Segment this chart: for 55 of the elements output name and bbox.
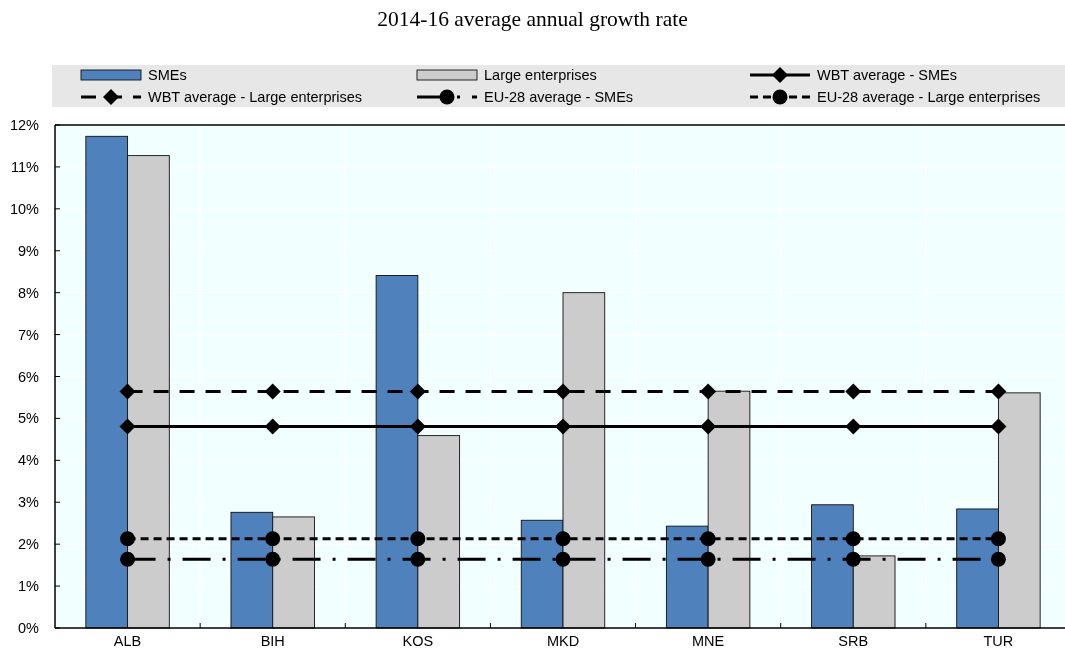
point <box>700 551 716 567</box>
x-tick-label: MKD <box>546 633 580 649</box>
y-tick-label: 3% <box>18 494 40 511</box>
point <box>990 531 1006 547</box>
point <box>265 551 281 567</box>
point <box>264 383 281 400</box>
y-tick-label: 10% <box>9 200 40 217</box>
point <box>265 531 281 547</box>
point <box>410 551 426 567</box>
y-tick-label: 1% <box>18 578 40 595</box>
y-tick-label: 12% <box>9 117 40 133</box>
point <box>845 551 861 567</box>
point <box>845 418 862 435</box>
point <box>555 551 571 567</box>
point <box>845 383 862 400</box>
point <box>700 383 717 400</box>
point <box>120 531 136 547</box>
point <box>990 551 1006 567</box>
legend-label: EU-28 average - Large enterprises <box>817 89 1041 105</box>
point <box>264 418 281 435</box>
point <box>120 551 136 567</box>
y-tick-label: 0% <box>18 620 40 636</box>
point <box>700 418 717 435</box>
point <box>555 418 571 435</box>
point <box>409 383 426 400</box>
x-tick-label: ALB <box>113 633 142 649</box>
y-tick-label: 6% <box>18 368 40 385</box>
point <box>555 383 571 400</box>
y-tick-label: 8% <box>18 284 40 301</box>
point <box>119 383 136 400</box>
y-tick-label: 2% <box>18 536 40 553</box>
legend-label: Large enterprises <box>484 67 597 83</box>
point <box>990 383 1007 400</box>
y-tick-label: 4% <box>18 452 40 469</box>
y-tick-label: 5% <box>18 410 40 427</box>
y-tick-label: 11% <box>11 158 40 175</box>
x-tick-label: TUR <box>983 633 1014 649</box>
legend-label: WBT average - SMEs <box>817 67 957 83</box>
x-tick-label: BIH <box>260 633 285 649</box>
y-tick-label: 9% <box>18 242 40 259</box>
point <box>555 531 571 547</box>
x-tick-label: KOS <box>402 633 434 649</box>
point <box>990 418 1007 435</box>
point <box>409 418 426 435</box>
point <box>845 531 861 547</box>
y-tick-label: 7% <box>18 326 40 343</box>
legend-label: SMEs <box>148 67 187 83</box>
point <box>119 418 136 435</box>
x-tick-label: SRB <box>838 633 869 649</box>
legend-label: WBT average - Large enterprises <box>148 89 363 105</box>
x-tick-label: MNE <box>692 633 725 649</box>
point <box>700 531 716 547</box>
point <box>410 531 426 547</box>
legend-label: EU-28 average - SMEs <box>484 89 634 105</box>
chart-title: 2014-16 average annual growth rate <box>377 7 688 31</box>
